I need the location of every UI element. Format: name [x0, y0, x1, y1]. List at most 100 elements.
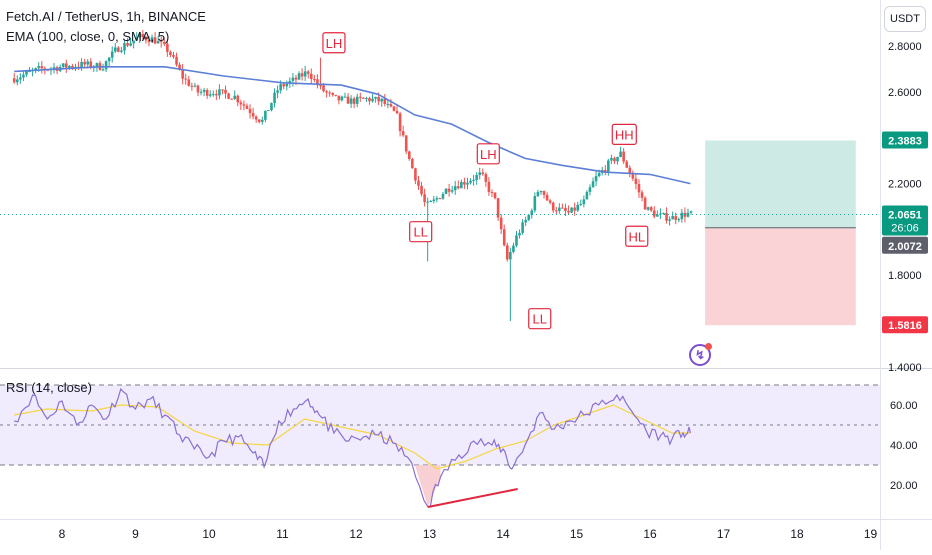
candle-body	[656, 214, 659, 217]
candle-body	[472, 179, 475, 181]
candle-body	[319, 85, 322, 87]
time-tick-label: 17	[717, 527, 731, 541]
candle-body	[674, 216, 678, 220]
alert-lightning-icon[interactable]: ↯	[689, 343, 712, 366]
candle-body	[689, 211, 693, 213]
candle-body	[313, 79, 316, 81]
rsi-tick-label: 60.00	[890, 400, 918, 412]
swing-label-box	[476, 143, 500, 165]
swing-label-box	[409, 221, 433, 243]
time-tick-label: 14	[496, 527, 510, 541]
candle-body	[218, 89, 221, 96]
stop-loss-badge: 1.5816	[888, 320, 922, 332]
candle-body	[395, 110, 399, 114]
candle-body	[113, 47, 117, 52]
swing-label-box	[528, 308, 552, 330]
swing-label-lh2: LH	[480, 147, 497, 162]
currency-label: USDT	[890, 13, 920, 25]
swing-label-box	[322, 32, 346, 54]
candle-body	[487, 181, 491, 193]
price-tick-label: 2.6000	[888, 87, 922, 99]
candle-body	[453, 186, 457, 191]
candle-body	[521, 222, 524, 233]
candle-body	[346, 96, 350, 104]
candle-body	[104, 61, 108, 70]
candle-body	[107, 57, 111, 62]
candle-body	[316, 79, 319, 86]
candle-body	[545, 194, 549, 201]
candle-body	[233, 95, 237, 99]
candle-body	[343, 96, 347, 98]
candle-body	[264, 110, 267, 120]
candle-body	[640, 192, 644, 198]
ema-indicator-label[interactable]: EMA (100, close, 0, SMA, 5)	[6, 29, 170, 44]
candle-body	[270, 103, 273, 111]
candle-body	[407, 151, 411, 159]
candle-body	[634, 178, 638, 185]
chart-title: Fetch.AI / TetherUS, 1h, BINANCE	[6, 9, 206, 24]
rsi-indicator-label[interactable]: RSI (14, close)	[6, 380, 92, 395]
candle-body	[582, 199, 586, 205]
candle-body	[573, 207, 576, 211]
candle-body	[325, 91, 328, 93]
candle-body	[603, 169, 607, 172]
candle-body	[530, 210, 534, 216]
candle-body	[490, 192, 494, 194]
stop-loss-zone	[705, 227, 856, 326]
candle-body	[613, 157, 616, 162]
candle-body	[622, 151, 625, 162]
candle-body	[239, 102, 243, 105]
candle-body	[426, 201, 429, 203]
price-tick-label: 2.8000	[888, 41, 922, 53]
candle-body	[505, 245, 509, 260]
candle-body	[15, 79, 19, 83]
candle-body	[383, 98, 387, 105]
time-tick-label: 12	[349, 527, 363, 541]
swing-label-lh1: LH	[326, 36, 343, 51]
swing-label-box	[625, 225, 649, 247]
candle-body	[450, 190, 454, 192]
candle-body	[236, 95, 240, 103]
candle-body	[616, 156, 619, 162]
time-tick-label: 15	[570, 527, 584, 541]
swing-annotations: LH LL LH LL HH HL	[322, 32, 649, 330]
time-tick-label: 8	[59, 527, 66, 541]
candle-body	[362, 97, 365, 99]
candle-body	[172, 55, 175, 57]
candle-body	[196, 85, 200, 93]
candle-body	[71, 65, 74, 68]
candle-body	[646, 207, 650, 210]
rsi-band-fill	[0, 385, 880, 465]
candle-body	[331, 92, 335, 95]
swing-label-box	[611, 123, 637, 145]
candle-body	[631, 173, 635, 179]
take-profit-badge: 2.3883	[888, 135, 922, 147]
current-price-badge-bg	[882, 205, 928, 236]
time-tick-label: 16	[643, 527, 657, 541]
position-zones	[705, 140, 856, 326]
price-tick-label: 1.8000	[888, 270, 922, 282]
currency-button[interactable]: USDT	[884, 6, 926, 32]
candle-body	[570, 207, 573, 213]
candle-body	[432, 199, 436, 202]
candle-body	[677, 219, 681, 221]
entry-badge: 2.0072	[888, 241, 922, 253]
candle-body	[306, 71, 310, 74]
candle-body	[309, 73, 313, 80]
candle-body	[619, 151, 622, 157]
candle-body	[227, 93, 230, 99]
countdown-badge: 26:06	[891, 222, 919, 234]
candle-body	[37, 66, 41, 69]
candle-body	[184, 78, 188, 80]
candle-body	[398, 113, 402, 132]
candle-body	[389, 103, 393, 107]
rsi-oversold-fill	[414, 465, 441, 507]
candle-body	[469, 180, 472, 183]
candle-body	[19, 77, 22, 80]
candle-body	[61, 63, 65, 67]
candle-body	[576, 204, 580, 211]
candle-body	[637, 184, 641, 193]
